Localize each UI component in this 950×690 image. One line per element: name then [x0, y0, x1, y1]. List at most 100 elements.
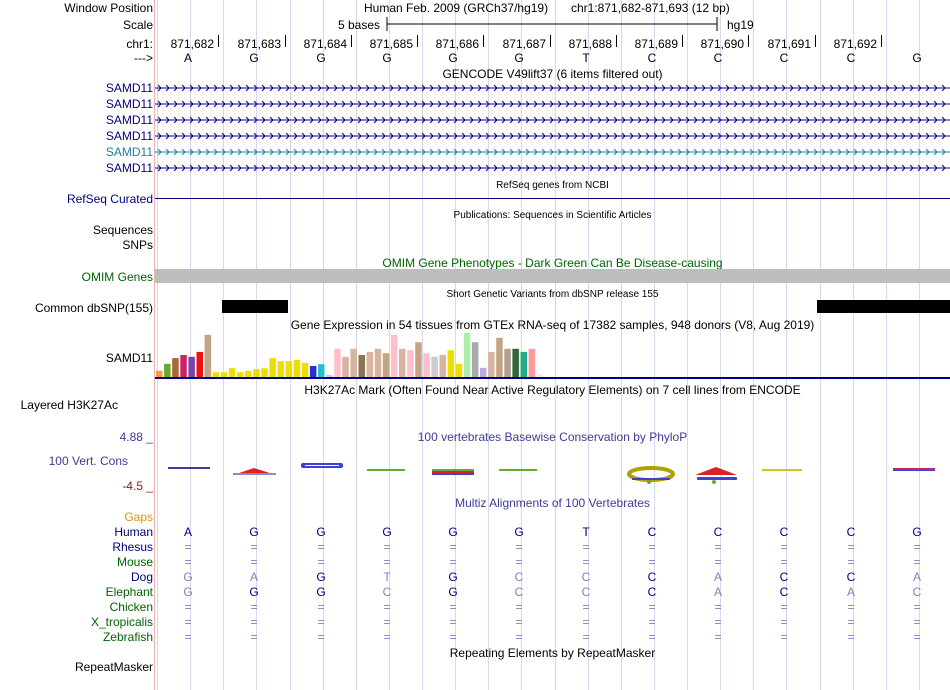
strand-arrow	[725, 100, 730, 108]
gtex-tissue-bar	[463, 333, 471, 377]
strand-arrow	[245, 100, 250, 108]
gencode-transcript-line[interactable]	[155, 163, 950, 173]
species-label[interactable]: Mouse	[116, 555, 153, 569]
phylop-base-4	[367, 469, 405, 471]
gencode-transcript-line[interactable]	[155, 131, 950, 141]
publications-label[interactable]: Sequences	[92, 223, 153, 237]
alignment-base: =	[383, 615, 391, 629]
strand-arrow	[469, 148, 474, 156]
h3k27ac-label[interactable]: Layered H3K27Ac	[20, 398, 118, 412]
strand-arrow	[613, 84, 618, 92]
gtex-tissue-bar	[293, 359, 301, 377]
gencode-item-label[interactable]: SAMD11	[105, 129, 153, 143]
strand-arrow	[437, 100, 442, 108]
species-label[interactable]: Dog	[130, 570, 153, 584]
strand-arrow	[405, 164, 410, 172]
gencode-transcript-line[interactable]	[155, 115, 950, 125]
strand-arrow	[909, 116, 914, 124]
strand-arrow	[293, 100, 298, 108]
strand-arrow	[205, 164, 210, 172]
coordinate-tick	[815, 35, 816, 47]
species-label[interactable]: Zebrafish	[102, 630, 153, 644]
strand-arrow	[645, 116, 650, 124]
strand-arrow	[309, 132, 314, 140]
strand-arrow	[629, 116, 634, 124]
grid-line	[389, 0, 390, 690]
strand-arrow	[173, 132, 178, 140]
gencode-item-label[interactable]: SAMD11	[105, 161, 153, 175]
phylop-logo-chart[interactable]	[155, 458, 950, 488]
gtex-tissue-bar	[326, 374, 333, 377]
gtex-tissue-bar	[269, 358, 276, 377]
grid-line	[588, 0, 589, 690]
strand-arrow	[269, 132, 274, 140]
phylop-label[interactable]: 100 Vert. Cons	[48, 454, 128, 468]
alignment-base: =	[780, 555, 788, 569]
species-label[interactable]: Elephant	[105, 585, 153, 599]
snp-feature[interactable]	[817, 300, 950, 313]
snps-label[interactable]: SNPs	[122, 238, 153, 252]
gencode-transcript-line[interactable]	[155, 83, 950, 93]
strand-arrow	[181, 164, 186, 172]
gencode-transcript-line[interactable]	[155, 147, 950, 157]
strand-arrow	[293, 116, 298, 124]
species-label[interactable]: X_tropicalis	[90, 615, 153, 629]
gtex-tissue-bar	[528, 348, 536, 377]
alignment-base: =	[582, 555, 590, 569]
gtex-label[interactable]: SAMD11	[105, 351, 153, 365]
strand-arrow	[277, 116, 282, 124]
strand-arrow	[229, 100, 234, 108]
strand-arrow	[693, 116, 698, 124]
strand-arrow	[861, 100, 866, 108]
strand-arrow	[797, 100, 802, 108]
base-letter: G	[912, 51, 922, 65]
strand-arrow	[389, 148, 394, 156]
publications-track-title: Publications: Sequences in Scientific Ar…	[453, 210, 652, 221]
strand-arrow	[933, 116, 938, 124]
repeatmasker-label[interactable]: RepeatMasker	[74, 660, 153, 674]
dbsnp-label[interactable]: Common dbSNP(155)	[34, 301, 153, 315]
strand-arrow	[389, 84, 394, 92]
species-label[interactable]: Chicken	[109, 600, 153, 614]
alignment-base: =	[847, 540, 855, 554]
gencode-item-label[interactable]: SAMD11	[105, 81, 153, 95]
gencode-item-label[interactable]: SAMD11	[105, 145, 153, 159]
alignment-base: =	[847, 615, 855, 629]
strand-arrow	[613, 100, 618, 108]
refseq-label[interactable]: RefSeq Curated	[66, 192, 153, 206]
omim-feature-bar[interactable]	[155, 269, 950, 283]
strand-arrow	[701, 148, 706, 156]
refseq-gene-line[interactable]	[155, 198, 950, 199]
strand-arrow	[365, 148, 370, 156]
gencode-item-label[interactable]: SAMD11	[105, 113, 153, 127]
strand-arrow	[157, 164, 162, 172]
grid-line	[521, 0, 522, 690]
strand-arrow	[261, 100, 266, 108]
alignment-base: G	[249, 525, 259, 539]
gencode-transcript-line[interactable]	[155, 99, 950, 109]
alignment-base: =	[515, 630, 523, 644]
strand-arrow	[189, 84, 194, 92]
gtex-expression-chart[interactable]	[155, 332, 950, 380]
strand-arrow	[405, 116, 410, 124]
strand-arrow	[805, 148, 810, 156]
strand-arrow	[549, 100, 554, 108]
alignment-base: G	[448, 570, 458, 584]
strand-arrow	[405, 100, 410, 108]
gaps-label[interactable]: Gaps	[124, 510, 153, 524]
alignment-base: =	[582, 615, 590, 629]
species-label[interactable]: Rhesus	[112, 540, 153, 554]
species-label[interactable]: Human	[114, 525, 153, 539]
strand-arrow	[693, 132, 698, 140]
omim-label[interactable]: OMIM Genes	[81, 270, 153, 284]
strand-arrow	[581, 116, 586, 124]
strand-arrow	[621, 100, 626, 108]
gtex-tissue-bar	[366, 351, 374, 377]
strand-arrow	[365, 100, 370, 108]
gencode-item-label[interactable]: SAMD11	[105, 97, 153, 111]
strand-arrow	[901, 148, 906, 156]
snp-feature[interactable]	[222, 300, 288, 313]
strand-arrow	[709, 100, 714, 108]
alignment-base: C	[647, 570, 657, 584]
